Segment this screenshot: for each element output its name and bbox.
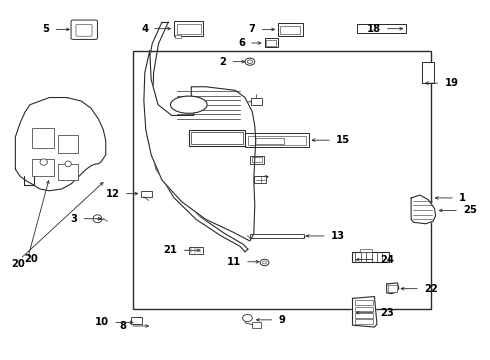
Text: 20: 20 [11,259,24,269]
Ellipse shape [65,161,72,167]
Text: 9: 9 [278,315,285,325]
Bar [250,156,264,164]
Text: 20: 20 [24,254,38,264]
Bar [58,135,78,153]
Bar [254,176,266,183]
Bar [265,39,278,47]
Bar [32,128,54,148]
Ellipse shape [245,58,255,65]
Text: 3: 3 [71,214,77,224]
Bar [189,247,203,253]
Bar [251,98,262,105]
Text: 14: 14 [222,97,236,107]
Text: 16: 16 [228,155,242,165]
Ellipse shape [263,261,267,264]
Bar [388,285,397,292]
Bar [32,159,54,176]
Bar [174,22,203,36]
Ellipse shape [40,159,48,165]
Bar [131,317,143,324]
Text: 25: 25 [463,206,477,216]
FancyBboxPatch shape [71,20,98,40]
Text: 8: 8 [119,321,126,331]
Bar [360,249,372,252]
Bar [355,300,372,305]
Text: 21: 21 [164,245,177,255]
Ellipse shape [260,259,269,266]
Text: 4: 4 [141,24,148,34]
Text: 23: 23 [380,308,393,318]
Bar [189,130,245,146]
Bar [355,319,372,324]
Bar [267,40,276,46]
Ellipse shape [93,215,102,223]
Text: 5: 5 [43,24,49,35]
Bar [355,313,372,318]
Text: 1: 1 [459,193,466,203]
Text: 2: 2 [220,57,226,67]
Bar [357,24,406,33]
Text: 13: 13 [331,231,345,241]
Text: 22: 22 [424,284,438,294]
Bar [191,132,243,144]
Bar [245,134,309,147]
Bar [133,51,431,309]
Bar [252,157,262,162]
Bar [352,252,389,262]
Bar [248,136,306,145]
Text: 10: 10 [95,318,109,327]
Bar [280,26,300,34]
Bar [250,234,304,238]
Ellipse shape [171,96,207,113]
Bar [422,62,434,83]
Text: 18: 18 [367,24,381,34]
Bar [355,307,372,311]
Text: 24: 24 [380,255,394,265]
Bar [252,321,261,328]
Text: 17: 17 [234,172,248,182]
Bar [175,35,181,39]
Polygon shape [387,283,399,294]
Bar [176,24,201,34]
Polygon shape [15,98,106,191]
Text: 15: 15 [336,135,350,145]
FancyBboxPatch shape [76,24,92,36]
Text: 11: 11 [227,257,241,267]
Bar [278,23,303,36]
Ellipse shape [243,315,252,321]
Bar [142,192,152,197]
Text: 7: 7 [249,24,256,35]
Text: 6: 6 [238,38,245,48]
Polygon shape [144,51,256,241]
Polygon shape [352,297,377,327]
Polygon shape [411,195,436,224]
Bar [255,138,284,144]
Bar [58,164,78,180]
Ellipse shape [247,60,252,63]
Text: 12: 12 [106,189,120,199]
Text: 19: 19 [444,78,458,88]
